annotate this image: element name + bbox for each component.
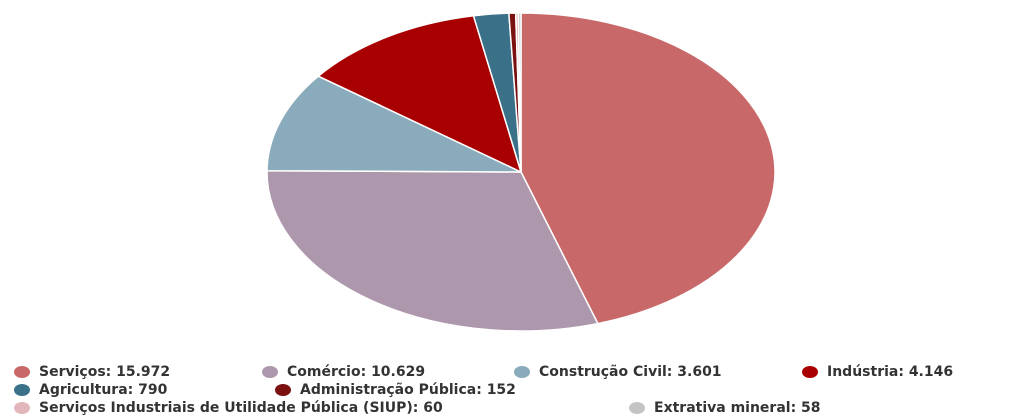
legend-marker — [802, 366, 818, 378]
legend-label: Extrativa mineral: 58 — [654, 400, 821, 416]
legend-label: Construção Civil: 3.601 — [539, 364, 722, 380]
legend-marker — [275, 384, 291, 396]
legend-label: Administração Pública: 152 — [300, 382, 516, 398]
pie-slice — [316, 14, 523, 174]
legend-marker — [514, 366, 530, 378]
legend-marker — [14, 366, 30, 378]
legend-marker — [14, 384, 30, 396]
pie-slice — [266, 169, 599, 332]
legend-marker — [262, 366, 278, 378]
legend-label: Indústria: 4.146 — [827, 364, 953, 380]
legend-marker — [629, 402, 645, 414]
legend-marker — [14, 402, 30, 414]
pie-slice — [517, 12, 522, 173]
pie-slice — [266, 75, 522, 173]
pie-slice — [520, 12, 776, 325]
legend-label: Comércio: 10.629 — [287, 364, 425, 380]
legend-label: Serviços: 15.972 — [39, 364, 170, 380]
legend-label: Agricultura: 790 — [39, 382, 168, 398]
legend-label: Serviços Industriais de Utilidade Públic… — [39, 400, 443, 416]
